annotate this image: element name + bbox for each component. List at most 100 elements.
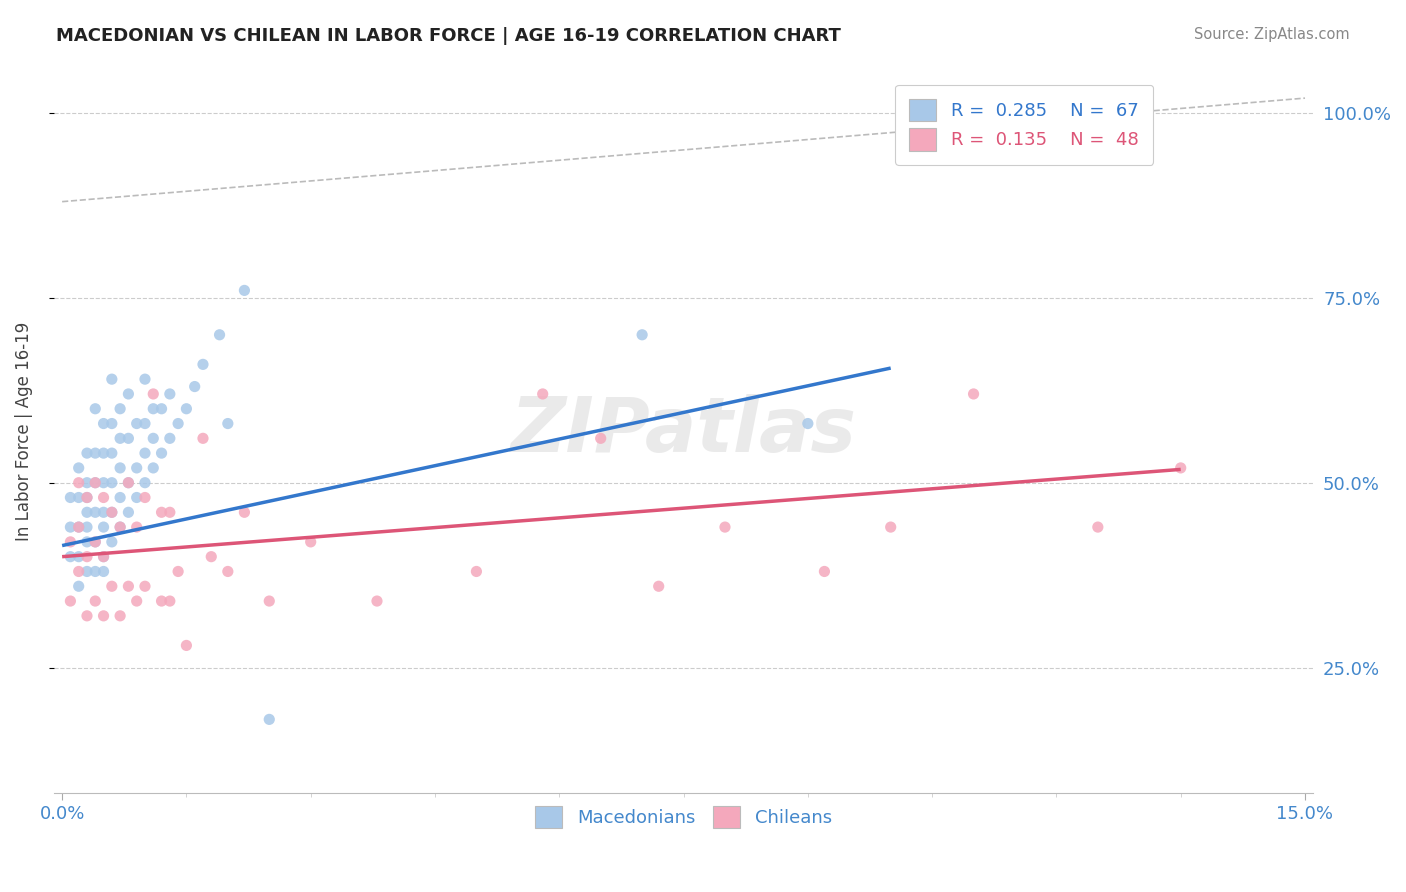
Point xyxy=(589,431,612,445)
Point xyxy=(76,565,98,579)
Point xyxy=(167,565,190,579)
Point xyxy=(1170,461,1192,475)
Point xyxy=(200,549,222,564)
Point xyxy=(880,520,903,534)
Point xyxy=(125,417,148,431)
Point xyxy=(76,505,98,519)
Point xyxy=(134,417,156,431)
Point xyxy=(117,475,139,490)
Point xyxy=(531,387,554,401)
Point xyxy=(84,446,107,460)
Point xyxy=(233,284,256,298)
Point xyxy=(142,461,165,475)
Point xyxy=(76,446,98,460)
Point xyxy=(150,446,173,460)
Point xyxy=(59,594,82,608)
Point xyxy=(134,579,156,593)
Point xyxy=(134,446,156,460)
Point xyxy=(101,446,124,460)
Point xyxy=(259,594,281,608)
Point xyxy=(150,594,173,608)
Point xyxy=(93,549,115,564)
Point xyxy=(142,431,165,445)
Point xyxy=(101,372,124,386)
Point xyxy=(59,534,82,549)
Point xyxy=(191,431,214,445)
Point xyxy=(117,579,139,593)
Point xyxy=(93,549,115,564)
Point xyxy=(108,520,131,534)
Point xyxy=(159,505,181,519)
Point xyxy=(84,534,107,549)
Point xyxy=(813,565,835,579)
Point xyxy=(191,357,214,371)
Point xyxy=(159,594,181,608)
Point xyxy=(93,475,115,490)
Point xyxy=(117,475,139,490)
Point xyxy=(134,372,156,386)
Point xyxy=(76,491,98,505)
Point xyxy=(84,401,107,416)
Point xyxy=(76,520,98,534)
Point xyxy=(217,565,239,579)
Point xyxy=(142,401,165,416)
Text: MACEDONIAN VS CHILEAN IN LABOR FORCE | AGE 16-19 CORRELATION CHART: MACEDONIAN VS CHILEAN IN LABOR FORCE | A… xyxy=(56,27,841,45)
Point xyxy=(84,534,107,549)
Point xyxy=(465,565,488,579)
Point xyxy=(76,534,98,549)
Y-axis label: In Labor Force | Age 16-19: In Labor Force | Age 16-19 xyxy=(15,321,32,541)
Point xyxy=(125,594,148,608)
Point xyxy=(117,387,139,401)
Point xyxy=(150,505,173,519)
Point xyxy=(67,475,90,490)
Point xyxy=(117,505,139,519)
Point xyxy=(167,417,190,431)
Point xyxy=(125,461,148,475)
Point xyxy=(134,491,156,505)
Point xyxy=(67,565,90,579)
Point xyxy=(101,579,124,593)
Point xyxy=(101,505,124,519)
Point xyxy=(76,549,98,564)
Point xyxy=(67,579,90,593)
Point xyxy=(183,379,205,393)
Point xyxy=(67,491,90,505)
Point xyxy=(299,534,322,549)
Point xyxy=(962,387,984,401)
Point xyxy=(93,417,115,431)
Point xyxy=(117,431,139,445)
Point xyxy=(59,520,82,534)
Point xyxy=(84,594,107,608)
Point xyxy=(108,431,131,445)
Point xyxy=(108,461,131,475)
Point xyxy=(631,327,654,342)
Text: Source: ZipAtlas.com: Source: ZipAtlas.com xyxy=(1194,27,1350,42)
Legend: Macedonians, Chileans: Macedonians, Chileans xyxy=(529,798,839,835)
Point xyxy=(101,534,124,549)
Point xyxy=(76,491,98,505)
Point xyxy=(93,608,115,623)
Point xyxy=(93,446,115,460)
Point xyxy=(159,387,181,401)
Point xyxy=(176,401,198,416)
Point xyxy=(125,520,148,534)
Point xyxy=(101,505,124,519)
Point xyxy=(101,475,124,490)
Point xyxy=(208,327,231,342)
Point xyxy=(134,475,156,490)
Point xyxy=(84,565,107,579)
Point xyxy=(93,520,115,534)
Point xyxy=(259,712,281,726)
Point xyxy=(714,520,737,534)
Point xyxy=(108,491,131,505)
Point xyxy=(176,639,198,653)
Point xyxy=(108,608,131,623)
Point xyxy=(1087,520,1109,534)
Point xyxy=(67,520,90,534)
Point xyxy=(67,520,90,534)
Text: ZIPatlas: ZIPatlas xyxy=(510,394,856,468)
Point xyxy=(76,475,98,490)
Point xyxy=(93,505,115,519)
Point xyxy=(233,505,256,519)
Point xyxy=(159,431,181,445)
